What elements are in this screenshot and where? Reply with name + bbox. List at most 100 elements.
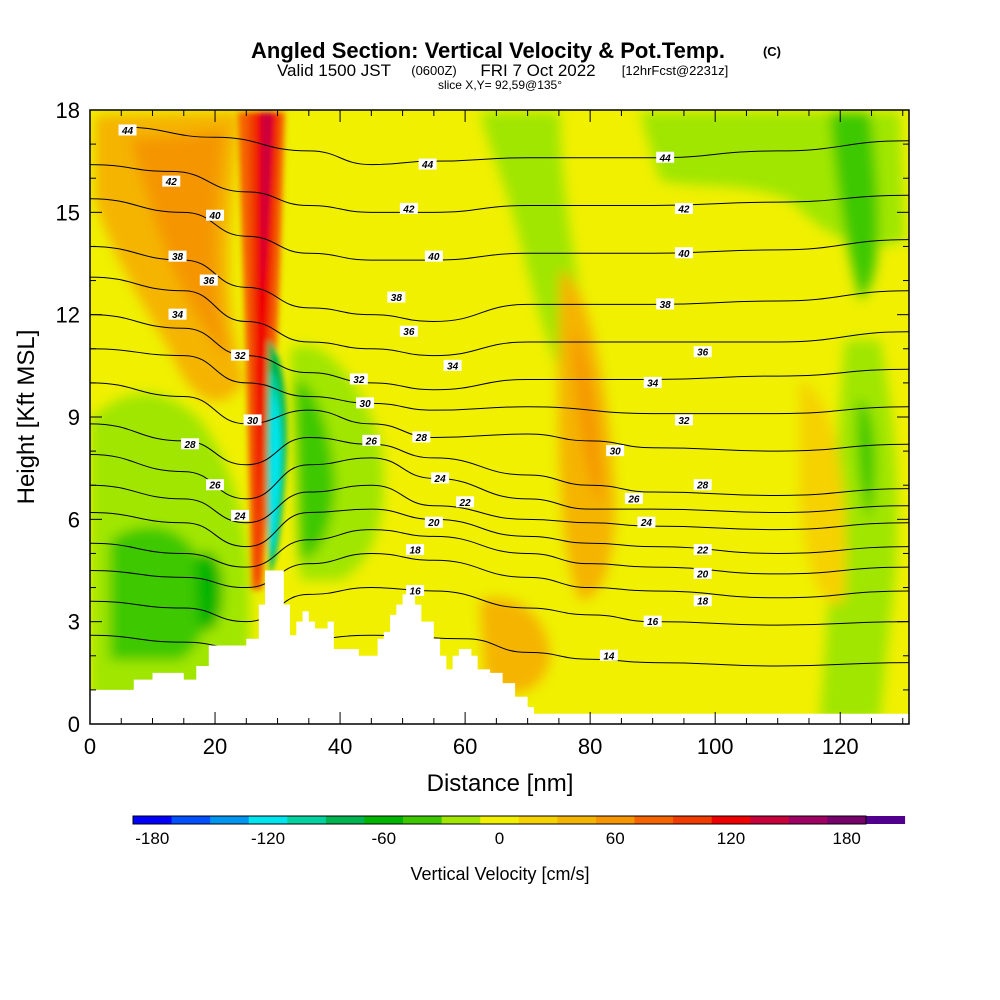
theta-contour-label: 36	[403, 327, 415, 338]
theta-label-bg	[643, 615, 662, 627]
forecast-info: [12hrFcst@2231z]	[622, 63, 728, 78]
theta-contour-label: 30	[247, 416, 259, 427]
theta-contour-label: 28	[415, 433, 428, 444]
theta-contour-42	[90, 164, 909, 213]
theta-contour-label: 14	[603, 651, 615, 662]
theta-contour-label: 42	[165, 177, 178, 188]
vertical-velocity-field	[90, 110, 909, 724]
theta-label-bg	[431, 472, 450, 484]
theta-contour-label: 24	[233, 511, 246, 522]
theta-label-bg	[206, 209, 225, 221]
y-tick-label: 3	[68, 610, 80, 635]
theta-contour-label: 18	[697, 597, 709, 608]
theta-contour-label: 40	[208, 211, 221, 222]
theta-label-bg	[624, 492, 643, 504]
x-tick-label: 80	[578, 734, 602, 759]
colorbar-swatch	[595, 816, 636, 824]
field-region-descent-upper-right-core	[830, 112, 879, 300]
x-axis-title: Distance [nm]	[427, 770, 574, 797]
y-tick-label: 15	[56, 200, 80, 225]
theta-contour-label: 16	[647, 617, 659, 628]
theta-contour-label: 28	[696, 481, 709, 492]
colorbar-swatch	[248, 816, 288, 824]
theta-label-bg	[412, 431, 431, 443]
theta-label-bg	[231, 349, 250, 361]
theta-contour-label: 44	[659, 153, 672, 164]
theta-label-bg	[693, 479, 712, 491]
theta-label-bg	[693, 544, 712, 556]
theta-label-bg	[418, 158, 437, 170]
theta-label-bg	[406, 584, 425, 596]
theta-contour-44	[121, 126, 909, 166]
valid-utc: (0600Z)	[411, 63, 457, 78]
y-tick-label: 9	[68, 405, 80, 430]
valid-time: Valid 1500 JST	[277, 61, 391, 80]
colorbar-swatch	[171, 816, 211, 824]
theta-label-bg	[406, 544, 425, 556]
field-region-ascent-low-mid	[480, 598, 550, 694]
theta-contour-label: 18	[410, 546, 422, 557]
theta-label-bg	[693, 567, 712, 579]
y-tick-label: 18	[56, 98, 80, 123]
x-tick-label: 0	[84, 734, 96, 759]
x-tick-label: 100	[697, 734, 734, 759]
chart-title: Angled Section: Vertical Velocity & Pot.…	[251, 38, 725, 63]
theta-contour-label: 20	[427, 518, 440, 529]
field-region-descent-lee-core	[295, 380, 335, 560]
theta-label-bg	[387, 291, 406, 303]
theta-contour-16	[90, 587, 909, 626]
theta-label-bg	[206, 479, 225, 491]
theta-contour-label: 40	[677, 249, 690, 260]
theta-contour-34	[90, 314, 909, 391]
theta-contour-label: 16	[410, 586, 422, 597]
field-region-descent-right-column	[820, 340, 898, 720]
theta-label-bg	[693, 346, 712, 358]
theta-contour-label: 32	[678, 416, 690, 427]
theta-contour-label: 42	[677, 204, 690, 215]
theta-label-bg	[674, 247, 693, 259]
theta-contour-24	[90, 484, 909, 531]
theta-contours: 44 44 44 42 42 42 40 40 40 38 38 38 36 36 36 34 34 34 32 32…	[90, 124, 909, 667]
theta-contour-label: 44	[121, 126, 134, 137]
colorbar-swatch	[711, 816, 751, 824]
theta-label-bg	[399, 202, 418, 214]
field-region-descent-left-core	[110, 526, 209, 660]
theta-contour-label: 24	[434, 474, 447, 485]
theta-label-bg	[168, 250, 187, 262]
y-tick-label: 12	[56, 303, 80, 328]
colorbar-swatch	[827, 816, 867, 824]
colorbar-swatch	[403, 816, 443, 824]
y-tick-label: 6	[68, 507, 80, 532]
theta-contour-label: 34	[447, 361, 459, 372]
theta-label-bg	[118, 124, 137, 136]
theta-contour-label: 36	[203, 276, 215, 287]
colorbar-swatch	[673, 816, 713, 824]
theta-contour-label: 22	[459, 498, 472, 509]
colorbar-swatch	[557, 816, 597, 824]
x-tick-label: 60	[453, 734, 477, 759]
colorbar-tick-label: 120	[717, 829, 745, 848]
theta-label-bg	[162, 175, 181, 187]
theta-contour-label: 44	[421, 160, 434, 171]
colorbar-tick-label: 0	[495, 829, 504, 848]
theta-contour-32	[90, 348, 909, 415]
theta-contour-label: 32	[353, 375, 365, 386]
theta-label-bg	[243, 414, 262, 426]
theta-contour-label: 30	[610, 447, 622, 458]
theta-contour-label: 36	[697, 348, 709, 359]
field-region-ascent-low-right	[800, 380, 847, 604]
theta-label-bg	[456, 496, 475, 508]
theta-label-bg	[168, 308, 187, 320]
x-tick-label: 20	[203, 734, 227, 759]
theta-contour-label: 22	[696, 546, 709, 557]
colorbar-swatch	[480, 816, 520, 824]
chart-header: Angled Section: Vertical Velocity & Pot.…	[251, 38, 781, 92]
theta-contour-label: 40	[427, 252, 440, 263]
x-axis: 0 20 40 60 80 100 120	[84, 110, 904, 759]
theta-contour-label: 24	[640, 518, 653, 529]
slice-info: slice X,Y= 92,59@135°	[438, 78, 562, 92]
theta-contour-18	[90, 552, 909, 599]
theta-contour-label: 26	[208, 481, 221, 492]
field-region-downdraft-core	[270, 390, 281, 555]
